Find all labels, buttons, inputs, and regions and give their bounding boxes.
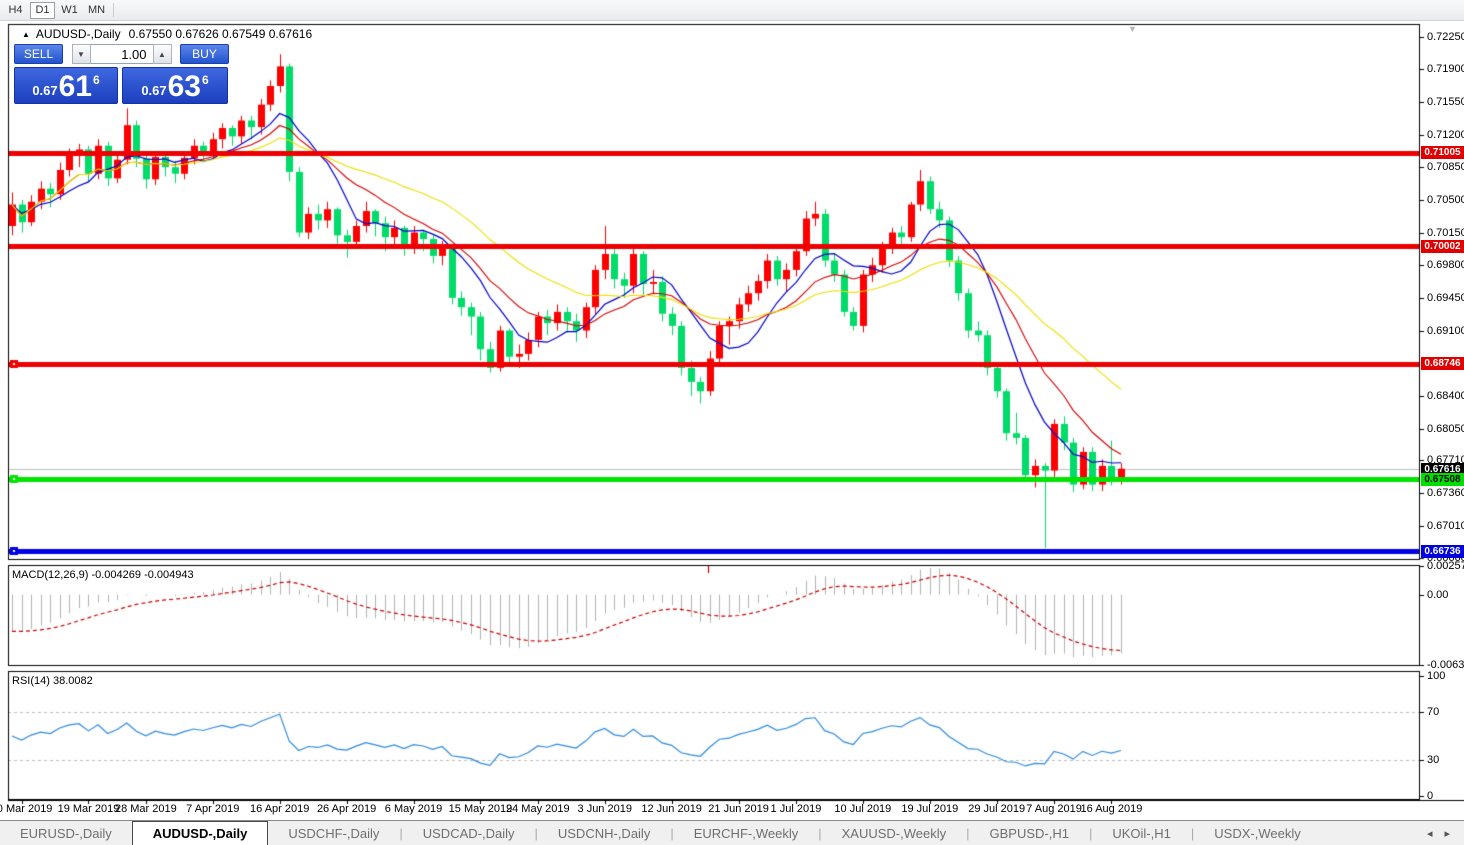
chart-tab-gbpusd[interactable]: GBPUSD-,H1 — [989, 825, 1069, 841]
date-axis-label: 29 Jul 2019 — [968, 803, 1026, 815]
price-axis-tick: 0.70150 — [1427, 226, 1464, 239]
date-axis-label: 6 May 2019 — [384, 803, 443, 815]
sell-price-prefix: 0.67 — [32, 83, 58, 98]
macd-label: MACD(12,26,9) -0.004269 -0.004943 — [12, 569, 194, 581]
price-badge: 0.67616 — [1421, 462, 1464, 476]
macd-axis-tick: 0.00 — [1427, 588, 1449, 601]
tab-scroll-left-icon[interactable]: ◂ — [1426, 827, 1433, 840]
chart-tab-usdx[interactable]: USDX-,Weekly — [1214, 825, 1301, 841]
chart-title: AUDUSD-,Daily — [35, 27, 121, 41]
date-axis-label: 1 Jul 2019 — [770, 803, 822, 815]
volume-decrease-button[interactable]: ▼ — [71, 44, 91, 64]
date-axis-label: 16 Aug 2019 — [1080, 803, 1143, 815]
buy-price-prefix: 0.67 — [141, 83, 167, 98]
tab-separator: | — [818, 825, 822, 841]
date-axis-label: 7 Aug 2019 — [1026, 803, 1082, 815]
rsi-axis-tick: 30 — [1427, 754, 1440, 766]
tab-scroll-right-icon[interactable]: ▸ — [1444, 827, 1450, 840]
one-click-trade-panel: SELL ▼ ▲ BUY 0.67 61 6 0.67 63 6 — [14, 44, 229, 104]
date-axis-label: 7 Apr 2019 — [186, 803, 240, 815]
date-axis-label: 15 May 2019 — [448, 803, 513, 815]
sell-price-big: 61 — [58, 70, 92, 103]
tab-separator: | — [966, 825, 970, 841]
sell-price-display[interactable]: 0.67 61 6 — [14, 67, 118, 104]
tab-separator: | — [1088, 825, 1093, 841]
price-axis-tick: 0.68400 — [1427, 389, 1464, 402]
price-badge: 0.67508 — [1421, 472, 1464, 486]
price-axis-tick: 0.67010 — [1427, 519, 1464, 532]
price-axis-tick: 0.69800 — [1427, 259, 1464, 272]
date-axis-label: 21 Jun 2019 — [708, 803, 769, 815]
price-axis-tick: 0.69100 — [1427, 324, 1464, 337]
chart-collapse-icon[interactable]: ▲ — [22, 30, 30, 39]
date-axis-label: 12 Jun 2019 — [641, 803, 702, 815]
price-axis-tick: 0.71550 — [1427, 95, 1464, 108]
price-axis-tick: 0.70850 — [1427, 161, 1464, 174]
price-axis-tick: 0.67360 — [1427, 486, 1464, 499]
rsi-axis-tick: 100 — [1427, 670, 1446, 682]
date-axis-label: 26 Apr 2019 — [316, 803, 377, 815]
buy-price-display[interactable]: 0.67 63 6 — [122, 67, 228, 104]
chart-tab-xauusd[interactable]: XAUUSD-,Weekly — [841, 825, 947, 841]
date-axis-label: 19 Jul 2019 — [901, 803, 959, 815]
tab-separator: | — [1190, 825, 1195, 841]
price-badge: 0.71005 — [1421, 146, 1464, 160]
tab-separator: | — [399, 825, 403, 841]
sell-button[interactable]: SELL — [14, 44, 63, 64]
buy-price-big: 63 — [167, 70, 201, 103]
rsi-axis-tick: 0 — [1427, 790, 1434, 802]
chart-header: ▲ AUDUSD-,Daily 0.67550 0.67626 0.67549 0.… — [22, 27, 312, 41]
rsi-label: RSI(14) 38.0082 — [12, 675, 93, 687]
timeframe-button-h4[interactable]: H4 — [8, 4, 23, 16]
chart-shift-marker-icon[interactable]: ▼ — [1128, 24, 1137, 34]
sell-price-pip: 6 — [93, 73, 100, 87]
timeframe-button-mn[interactable]: MN — [88, 4, 106, 16]
price-badge: 0.70002 — [1421, 239, 1464, 253]
tab-separator: | — [670, 825, 674, 841]
chart-tab-usdchf[interactable]: USDCHF-,Daily — [288, 825, 380, 841]
tab-separator: | — [534, 825, 538, 841]
macd-axis-tick: -0.006326 — [1427, 659, 1464, 671]
tab-scroll-controls: ◂ ▸ — [1421, 821, 1464, 845]
rsi-axis-tick: 70 — [1427, 706, 1440, 718]
date-axis-label: 28 Mar 2019 — [114, 803, 177, 815]
timeframe-button-d1[interactable]: D1 — [30, 1, 55, 19]
volume-increase-button[interactable]: ▲ — [152, 44, 172, 64]
chart-tab-eurusd[interactable]: EURUSD-,Daily — [20, 825, 112, 841]
chart-tab-usdcad[interactable]: USDCAD-,Daily — [422, 825, 515, 841]
price-badge: 0.66736 — [1421, 544, 1464, 558]
macd-axis-tick: 0.002574 — [1427, 560, 1464, 572]
toolbar-separator — [113, 3, 115, 17]
date-axis-label: 19 Mar 2019 — [57, 803, 120, 815]
price-axis-tick: 0.72250 — [1427, 30, 1464, 43]
price-axis-tick: 0.70500 — [1427, 193, 1464, 206]
price-axis-tick: 0.71900 — [1427, 63, 1464, 76]
buy-button[interactable]: BUY — [180, 44, 229, 64]
date-axis-label: 3 Jun 2019 — [577, 803, 632, 815]
chart-tab-ukoil[interactable]: UKOil-,H1 — [1112, 825, 1171, 841]
chart-ohlc-values: 0.67550 0.67626 0.67549 0.67616 — [128, 27, 313, 41]
price-badge: 0.68746 — [1421, 357, 1464, 371]
chart-tab-bar: EURUSD-,Daily AUDUSD-,Daily USDCHF-,Daily |… — [0, 820, 1464, 845]
chart-tab-audusd[interactable]: AUDUSD-,Daily — [131, 821, 269, 845]
chart-tab-usdcnh[interactable]: USDCNH-,Daily — [557, 825, 651, 841]
date-axis-label: 24 May 2019 — [506, 803, 570, 815]
price-axis-tick: 0.69450 — [1427, 291, 1464, 304]
timeframe-button-w1[interactable]: W1 — [61, 4, 78, 16]
date-axis-label: 10 Mar 2019 — [0, 803, 53, 815]
price-axis-tick: 0.68050 — [1427, 422, 1464, 435]
buy-price-pip: 6 — [202, 73, 209, 87]
volume-input[interactable] — [90, 44, 153, 64]
date-axis-label: 16 Apr 2019 — [250, 803, 310, 815]
price-axis-tick: 0.71200 — [1427, 128, 1464, 141]
date-axis-label: 10 Jul 2019 — [834, 803, 892, 815]
timeframe-toolbar: H4 D1 W1 MN — [0, 0, 1464, 21]
chart-tab-eurchf[interactable]: EURCHF-,Weekly — [693, 825, 799, 841]
